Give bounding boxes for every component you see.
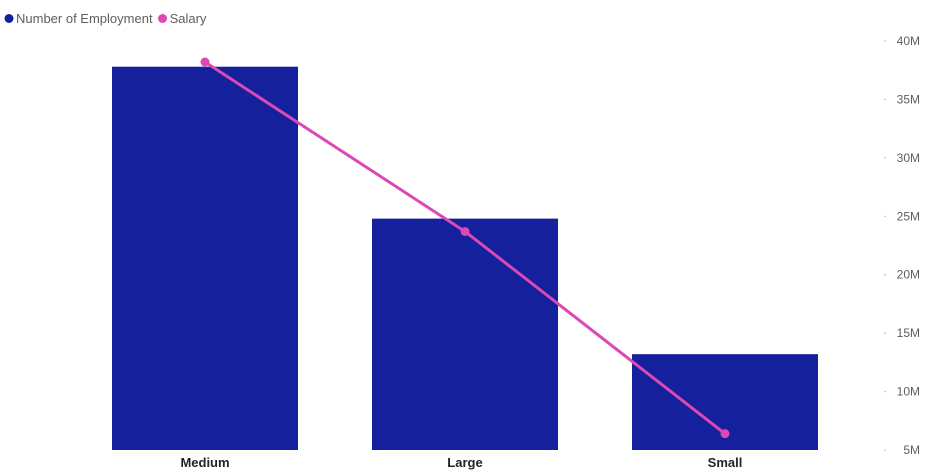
legend-label: Salary	[170, 11, 207, 26]
bar[interactable]	[112, 66, 298, 451]
y-tick-label: 5M	[903, 443, 920, 457]
x-tick-label: Medium	[180, 455, 229, 470]
y-tick-mark	[884, 98, 886, 101]
y-tick-mark	[884, 40, 886, 42]
legend-label: Number of Employment	[16, 11, 153, 26]
legend-marker	[158, 14, 168, 23]
y-tick-mark	[884, 449, 886, 451]
y-tick-label: 20M	[897, 268, 920, 282]
legend-marker	[4, 14, 14, 23]
y-axis: 40M 35M 30M 25M 20M 15M 10M 5M	[884, 34, 920, 457]
x-axis: Medium Large Small	[180, 455, 742, 470]
y-tick-mark	[884, 273, 886, 276]
line-series	[200, 57, 730, 439]
legend-item[interactable]: Salary	[158, 11, 207, 26]
legend-item[interactable]: Number of Employment	[4, 11, 153, 26]
y-tick-label: 35M	[897, 92, 920, 106]
x-tick-label: Large	[447, 455, 482, 470]
bar[interactable]	[372, 218, 558, 450]
x-tick-label: Small	[708, 455, 743, 470]
y-tick-label: 30M	[897, 151, 920, 165]
line-point[interactable]	[460, 226, 470, 236]
line-point[interactable]	[200, 57, 210, 67]
y-tick-label: 40M	[897, 34, 920, 48]
chart-legend: Number of Employment Salary	[4, 11, 207, 26]
y-tick-label: 10M	[897, 385, 920, 399]
y-tick-mark	[884, 157, 886, 159]
y-tick-label: 15M	[897, 326, 920, 340]
line-point[interactable]	[720, 429, 730, 439]
y-tick-mark	[884, 332, 886, 334]
y-tick-mark	[884, 215, 886, 218]
y-tick-label: 25M	[897, 209, 920, 223]
y-tick-mark	[884, 390, 886, 393]
bar-series	[112, 66, 818, 451]
